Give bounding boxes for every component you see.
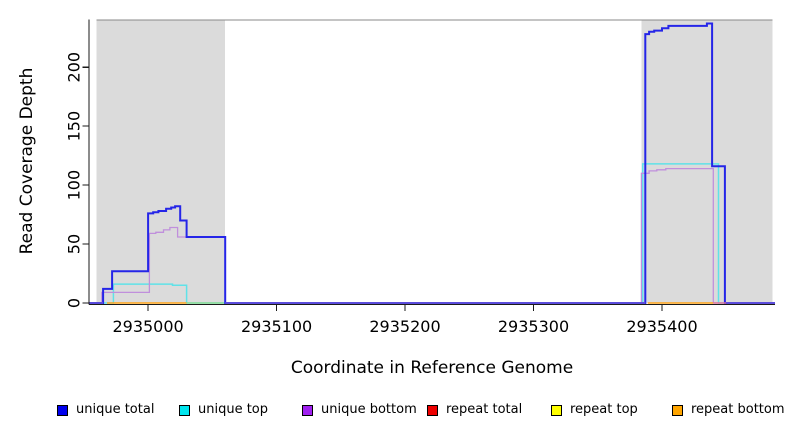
shaded-region xyxy=(96,19,226,303)
x-tick-label: 2935000 xyxy=(112,317,183,336)
legend-item-unique-bottom: unique bottom xyxy=(302,402,417,418)
legend-label: repeat total xyxy=(446,402,523,417)
legend-item-repeat-bottom: repeat bottom xyxy=(672,402,785,418)
x-tick-label: 2935300 xyxy=(498,317,569,336)
legend-label: repeat bottom xyxy=(691,402,785,417)
legend-label: unique top xyxy=(198,402,269,417)
x-tick-label: 2935400 xyxy=(626,317,697,336)
y-tick-label: 150 xyxy=(65,111,84,142)
shaded-region xyxy=(641,19,773,303)
legend: unique total unique top unique bottom re… xyxy=(0,400,792,422)
legend-label: repeat top xyxy=(570,402,638,417)
legend-item-repeat-top: repeat top xyxy=(551,402,638,418)
y-tick-label: 200 xyxy=(65,52,84,83)
x-tick-label: 2935100 xyxy=(241,317,312,336)
series-line-unique-top xyxy=(89,163,775,304)
legend-swatch-unique-top xyxy=(179,404,190,416)
legend-swatch-unique-bottom xyxy=(302,404,313,416)
series-line-unique-total xyxy=(89,22,775,304)
legend-swatch-repeat-total xyxy=(427,404,438,416)
plot-canvas: 2935000 2935100 2935200 2935300 2935400 0 50 10… xyxy=(65,19,775,336)
y-axis-title: Read Coverage Depth xyxy=(17,67,37,255)
legend-item-repeat-total: repeat total xyxy=(427,402,522,418)
y-tick-label: 100 xyxy=(65,170,84,201)
x-tick-label: 2935200 xyxy=(369,317,440,336)
legend-label: unique bottom xyxy=(321,402,417,417)
legend-item-unique-total: unique total xyxy=(57,402,154,418)
x-axis-title: Coordinate in Reference Genome xyxy=(290,358,574,378)
y-tick-label: 0 xyxy=(65,298,84,308)
legend-swatch-unique-total xyxy=(57,404,68,416)
legend-label: unique total xyxy=(76,402,155,417)
legend-swatch-repeat-bottom xyxy=(672,404,683,416)
legend-swatch-repeat-top xyxy=(551,404,562,416)
y-tick-label: 50 xyxy=(65,234,84,254)
legend-item-unique-top: unique top xyxy=(179,402,268,418)
